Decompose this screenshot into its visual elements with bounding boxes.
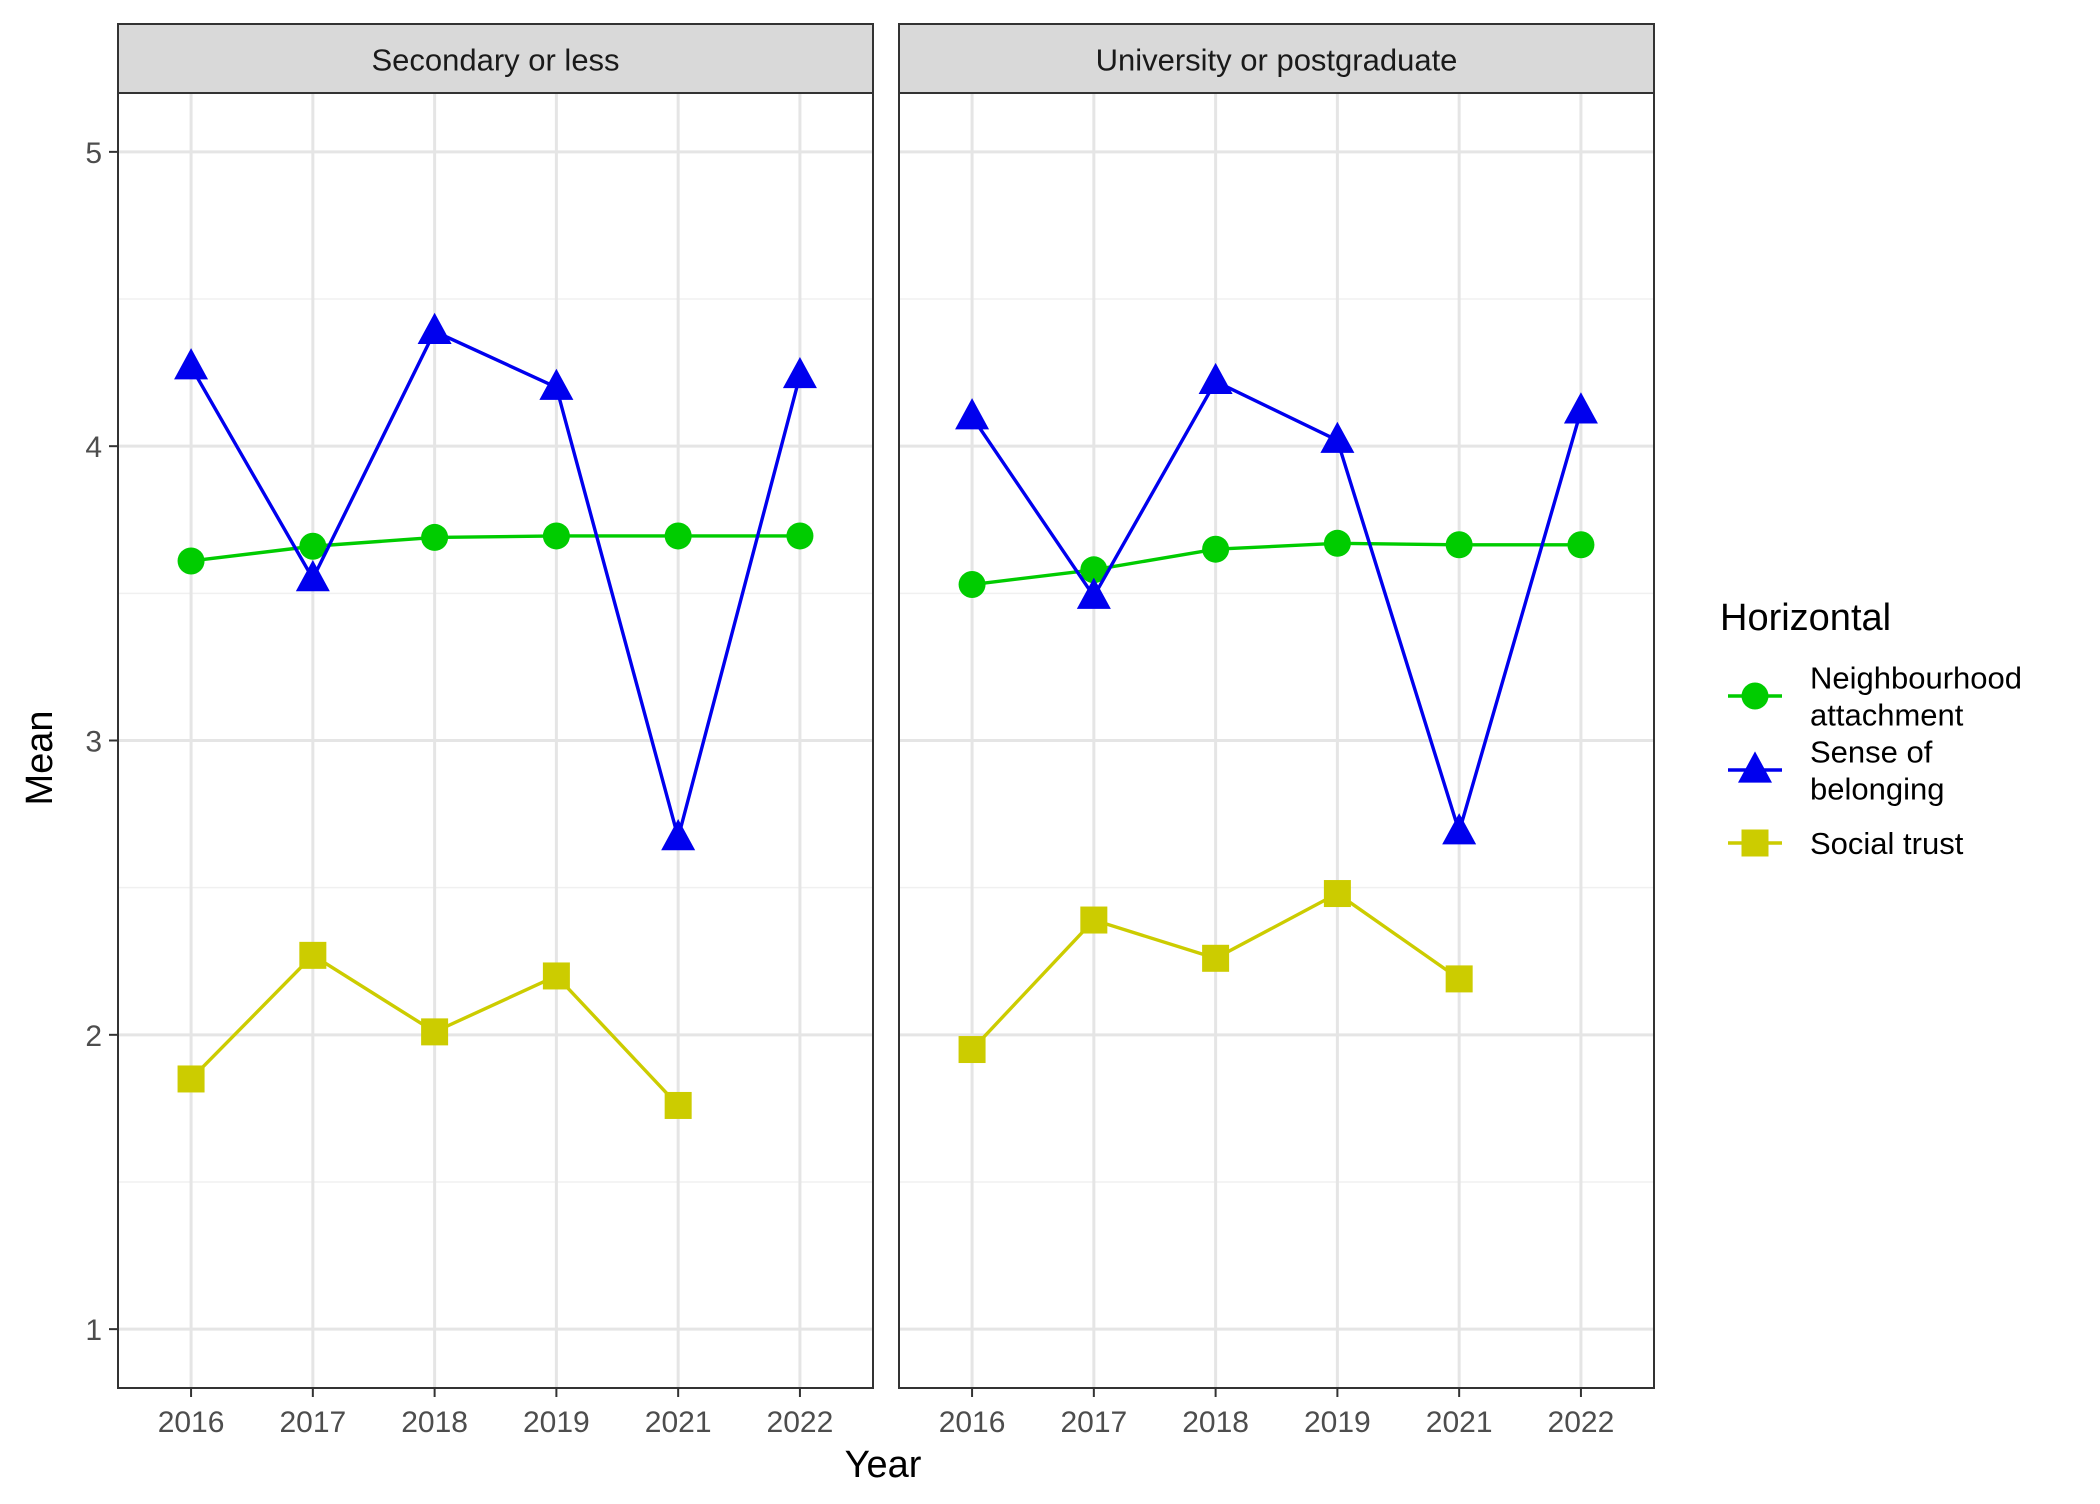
series-social-trust <box>958 880 1473 1064</box>
point-square <box>177 1065 205 1093</box>
point-circle <box>1323 529 1351 557</box>
strip-label: Secondary or less <box>371 43 619 78</box>
point-square <box>1445 965 1473 993</box>
point-square <box>1323 880 1351 908</box>
x-tick-label: 2018 <box>401 1406 468 1439</box>
legend-label: Social trust <box>1810 826 1964 861</box>
legend-label: Sense of <box>1810 735 1933 770</box>
point-triangle <box>955 398 990 430</box>
legend-item-3: Social trust <box>1728 826 1964 861</box>
y-axis: 1 2 3 4 5 <box>85 137 118 1347</box>
x-tick-label: 2022 <box>767 1406 834 1439</box>
point-triangle <box>1076 577 1111 609</box>
point-triangle <box>1563 392 1598 424</box>
point-circle <box>1202 535 1230 563</box>
point-circle <box>421 523 449 551</box>
x-tick-label: 2019 <box>523 1406 590 1439</box>
x-tick-label: 2017 <box>279 1406 346 1439</box>
strip-background <box>898 23 1655 94</box>
legend-label: attachment <box>1810 698 1964 733</box>
point-square <box>1080 906 1108 934</box>
y-tick-label: 5 <box>85 137 102 170</box>
y-tick-label: 3 <box>85 726 102 759</box>
strip-background <box>117 23 874 94</box>
point-triangle <box>1320 421 1355 453</box>
strip-label: University or postgraduate <box>1096 43 1458 78</box>
y-tick-label: 1 <box>85 1314 102 1347</box>
point-circle <box>299 532 327 560</box>
panel-1: Secondary or less 2016 2017 2018 2019 2021 202… <box>117 23 874 1439</box>
panel-2: University or postgraduate 2016 2017 2018 20… <box>898 23 1655 1439</box>
point-circle <box>1080 556 1108 584</box>
point-circle <box>542 522 570 550</box>
point-triangle <box>1198 362 1233 395</box>
y-tick-label: 2 <box>85 1020 102 1053</box>
point-square <box>664 1091 692 1119</box>
point-square <box>299 941 327 969</box>
series-line <box>971 541 1581 587</box>
legend-label: belonging <box>1810 772 1944 807</box>
series-sense-of-belonging <box>174 312 817 851</box>
x-tick-label: 2017 <box>1060 1406 1127 1439</box>
point-triangle <box>174 348 209 380</box>
series-line <box>190 534 800 563</box>
point-square <box>542 962 570 990</box>
x-tick-label: 2022 <box>1548 1406 1615 1439</box>
point-square <box>1741 829 1769 857</box>
point-circle <box>786 522 814 550</box>
x-tick-label: 2016 <box>939 1406 1006 1439</box>
point-triangle <box>782 356 817 389</box>
point-circle <box>958 571 986 599</box>
point-circle <box>664 522 692 550</box>
point-triangle <box>417 312 452 344</box>
series-neighbourhood-attachment <box>177 522 814 575</box>
point-square <box>1202 944 1230 972</box>
series-social-trust <box>177 941 692 1119</box>
point-square <box>958 1036 986 1064</box>
x-tick-label: 2016 <box>158 1406 225 1439</box>
legend-label: Neighbourhood <box>1810 661 2022 696</box>
x-tick-label: 2018 <box>1182 1406 1249 1439</box>
x-tick-label: 2019 <box>1304 1406 1371 1439</box>
point-circle <box>1445 531 1473 559</box>
point-triangle <box>1738 751 1772 783</box>
y-axis-title: Mean <box>19 710 61 805</box>
series-neighbourhood-attachment <box>958 529 1595 599</box>
x-tick-label: 2021 <box>1426 1406 1493 1439</box>
point-circle <box>1567 531 1595 559</box>
series-line <box>189 329 802 845</box>
series-sense-of-belonging <box>955 362 1598 845</box>
point-triangle <box>661 819 696 851</box>
y-tick-label: 4 <box>85 431 102 464</box>
legend-title: Horizontal <box>1720 597 1891 639</box>
point-circle <box>1741 682 1769 710</box>
point-triangle <box>539 368 574 400</box>
x-tick-label: 2021 <box>645 1406 712 1439</box>
legend: Horizontal NeighbourhoodattachmentSense … <box>1720 597 2022 861</box>
point-triangle <box>295 560 330 592</box>
panels-layer: Secondary or less 2016 2017 2018 2019 2021 202… <box>85 23 1655 1439</box>
point-triangle <box>1442 813 1477 845</box>
series-line <box>970 379 1583 838</box>
point-square <box>421 1018 449 1046</box>
x-axis-title: Year <box>845 1444 922 1486</box>
point-circle <box>177 547 205 575</box>
